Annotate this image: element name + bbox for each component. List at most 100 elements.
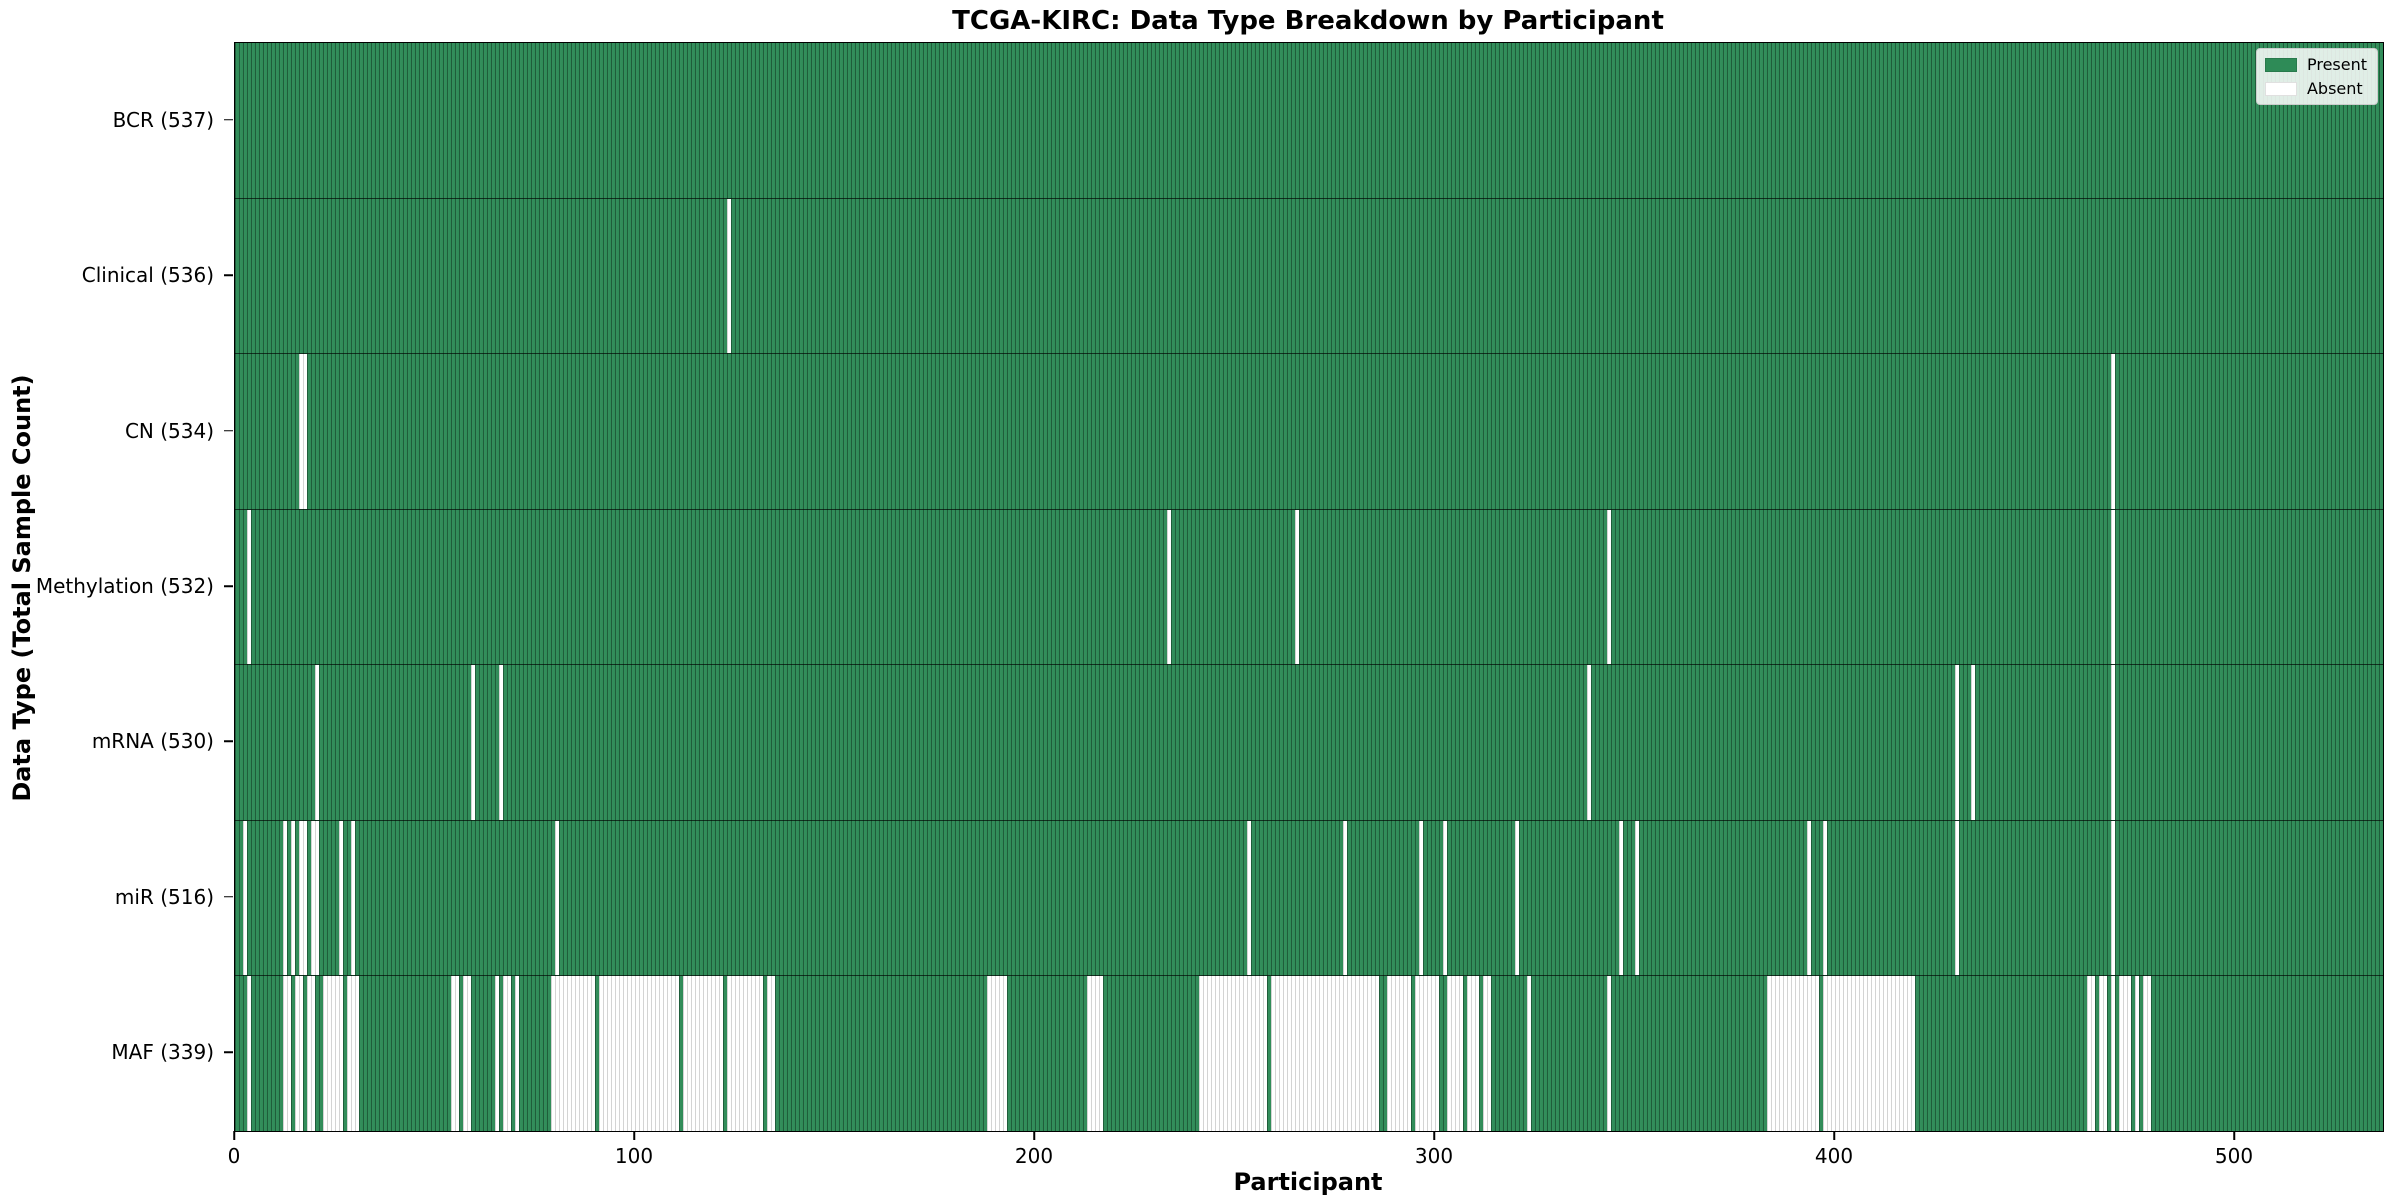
heatmap-row-maf — [235, 975, 2383, 1132]
absent-segment-maf — [515, 976, 519, 1132]
absent-segment-maf — [767, 976, 775, 1132]
y-tick-label-maf: MAF (339) — [111, 1040, 214, 1065]
legend-item-absent: Absent — [2264, 79, 2367, 98]
absent-segment-mir — [299, 820, 307, 976]
absent-segment-maf — [2099, 976, 2107, 1132]
absent-segment-mir — [1515, 820, 1519, 976]
absent-segment-maf — [1271, 976, 1379, 1132]
absent-segment-cn — [299, 354, 307, 509]
absent-segment-maf — [2087, 976, 2095, 1132]
x-tick-mark — [2233, 1131, 2235, 1140]
absent-segment-maf — [1483, 976, 1491, 1132]
absent-segment-maf — [2135, 976, 2139, 1132]
absent-segment-maf — [1767, 976, 1819, 1132]
absent-segment-mir — [311, 820, 319, 976]
x-tick-label: 0 — [227, 1144, 241, 1168]
x-tick-label: 200 — [1014, 1144, 1054, 1168]
y-tick-mark — [224, 896, 233, 898]
absent-segment-mir — [1443, 820, 1447, 976]
plot-area: Present Absent — [234, 42, 2384, 1132]
absent-segment-maf — [1415, 976, 1439, 1132]
absent-segment-maf — [1467, 976, 1479, 1132]
x-tick-mark — [633, 1131, 635, 1140]
absent-segment-methylation — [1607, 509, 1611, 665]
absent-segment-maf — [451, 976, 459, 1132]
absent-segment-maf — [247, 976, 251, 1132]
absent-segment-maf — [323, 976, 343, 1132]
absent-segment-mir — [339, 820, 343, 976]
absent-segment-cn — [2111, 354, 2115, 509]
y-tick-mark — [224, 274, 233, 276]
heatmap-row-mir — [235, 819, 2383, 976]
absent-segment-mir — [1419, 820, 1423, 976]
absent-segment-mir — [1955, 820, 1959, 976]
legend-item-present: Present — [2264, 55, 2367, 74]
heatmap-row-mrna — [235, 664, 2383, 820]
absent-segment-mir — [555, 820, 559, 976]
y-tick-mark — [224, 1051, 233, 1054]
absent-segment-maf — [987, 976, 1007, 1132]
absent-segment-mrna — [471, 665, 475, 820]
absent-segment-mir — [351, 820, 355, 976]
x-tick-label: 400 — [1814, 1144, 1854, 1168]
x-axis-label: Participant — [1233, 1168, 1383, 1196]
y-tick-mark — [224, 585, 233, 587]
absent-segment-mrna — [2111, 665, 2115, 820]
absent-segment-mir — [1635, 820, 1639, 976]
absent-segment-methylation — [1295, 509, 1299, 665]
heatmap-row-bcr — [235, 43, 2383, 198]
heatmap-row-cn — [235, 353, 2383, 509]
x-tick-label: 500 — [2214, 1144, 2254, 1168]
absent-segment-mrna — [499, 665, 503, 820]
y-tick-label-cn: CN (534) — [124, 418, 214, 443]
absent-segment-maf — [347, 976, 359, 1132]
absent-segment-mir — [242, 820, 247, 976]
x-tick-label: 300 — [1414, 1144, 1454, 1168]
absent-segment-maf — [683, 976, 723, 1132]
x-tick-mark — [1033, 1131, 1035, 1140]
absent-segment-maf — [1607, 976, 1611, 1132]
chart-title: TCGA-KIRC: Data Type Breakdown by Partic… — [952, 6, 1664, 36]
heatmap-row-methylation — [235, 508, 2383, 665]
y-tick-mark — [224, 429, 233, 432]
absent-segment-maf — [1086, 976, 1103, 1132]
absent-segment-maf — [1447, 976, 1463, 1132]
absent-segment-mir — [1247, 820, 1251, 976]
absent-segment-maf — [295, 976, 303, 1132]
absent-segment-mir — [1619, 820, 1623, 976]
absent-segment-maf — [727, 976, 763, 1132]
absent-segment-clinical — [727, 198, 731, 354]
legend-swatch-absent — [2264, 81, 2297, 96]
absent-segment-methylation — [247, 509, 251, 665]
legend-label: Present — [2306, 55, 2367, 74]
absent-segment-maf — [1823, 976, 1915, 1132]
absent-segment-maf — [503, 976, 511, 1132]
absent-segment-mir — [291, 820, 295, 976]
y-tick-label-mrna: mRNA (530) — [91, 729, 214, 754]
heatmap-row-clinical — [235, 197, 2383, 354]
absent-segment-maf — [551, 976, 595, 1132]
absent-segment-maf — [283, 976, 291, 1132]
absent-segment-maf — [307, 976, 315, 1132]
y-tick-mark — [224, 740, 233, 743]
absent-segment-mir — [283, 820, 287, 976]
absent-segment-mrna — [315, 665, 319, 820]
x-tick-mark — [1433, 1131, 1435, 1140]
absent-segment-mrna — [1971, 665, 1975, 820]
absent-segment-maf — [1527, 976, 1531, 1132]
y-tick-label-bcr: BCR (537) — [112, 107, 214, 132]
absent-segment-mir — [1343, 820, 1347, 976]
y-tick-label-mir: miR (516) — [114, 884, 214, 909]
absent-segment-mir — [1807, 820, 1811, 976]
absent-segment-mrna — [1587, 665, 1591, 820]
legend: Present Absent — [2255, 48, 2378, 105]
absent-segment-mrna — [1955, 665, 1959, 820]
absent-segment-maf — [463, 976, 471, 1132]
y-tick-label-methylation: Methylation (532) — [35, 574, 214, 598]
legend-swatch-present — [2264, 57, 2297, 72]
y-tick-label-clinical: Clinical (536) — [81, 263, 214, 288]
absent-segment-mir — [1823, 820, 1827, 976]
absent-segment-methylation — [2111, 509, 2115, 665]
absent-segment-maf — [1387, 976, 1411, 1132]
